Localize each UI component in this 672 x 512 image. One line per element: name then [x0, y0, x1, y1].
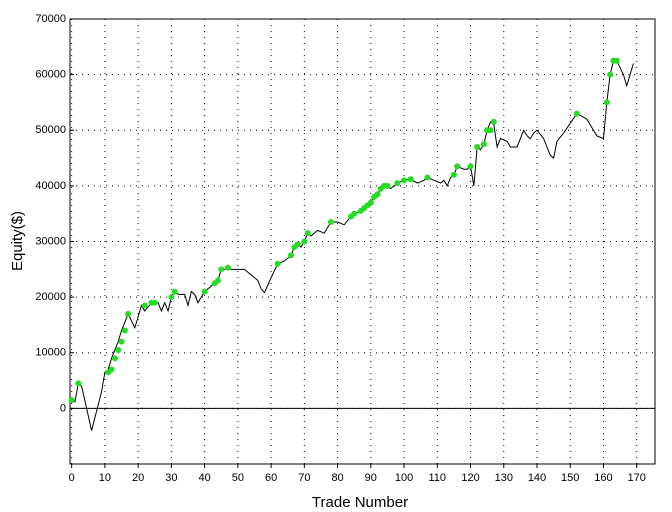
y-tick-label: 60000: [35, 69, 66, 81]
new-high-marker: [214, 277, 221, 284]
x-tick-label: 130: [495, 472, 513, 484]
x-tick-label: 100: [395, 472, 413, 484]
x-tick-label: 160: [594, 472, 612, 484]
new-high-marker: [115, 346, 122, 353]
y-axis-title: Equity($): [9, 211, 26, 271]
new-high-marker: [75, 380, 82, 387]
new-high-marker: [480, 141, 487, 148]
x-tick-label: 150: [561, 472, 579, 484]
new-high-marker: [125, 310, 132, 317]
new-high-marker: [401, 177, 408, 184]
new-high-marker: [407, 176, 414, 183]
new-high-marker: [327, 219, 334, 226]
new-high-marker: [224, 264, 231, 271]
x-tick-label: 10: [99, 472, 111, 484]
new-high-marker: [68, 397, 75, 404]
x-tick-label: 20: [132, 472, 144, 484]
new-high-marker: [301, 238, 308, 245]
new-high-marker: [613, 57, 620, 64]
y-tick-label: 70000: [35, 13, 66, 25]
new-high-marker: [603, 99, 610, 106]
new-high-marker: [450, 171, 457, 178]
y-tick-label: 10000: [35, 347, 66, 359]
x-tick-label: 0: [69, 472, 75, 484]
new-high-marker: [294, 241, 301, 248]
x-axis-title: Trade Number: [312, 494, 408, 511]
new-high-marker: [351, 210, 358, 217]
new-high-marker: [141, 302, 148, 309]
new-high-marker: [487, 127, 494, 134]
y-tick-label: 20000: [35, 291, 66, 303]
x-tick-label: 30: [165, 472, 177, 484]
x-tick-label: 70: [298, 472, 310, 484]
new-high-marker: [374, 191, 381, 198]
new-high-marker: [108, 366, 115, 373]
new-high-marker: [201, 288, 208, 295]
new-high-marker: [424, 174, 431, 181]
y-tick-label: 0: [60, 402, 66, 414]
new-high-marker: [474, 143, 481, 150]
new-high-marker: [367, 199, 374, 206]
x-tick-label: 110: [429, 472, 447, 484]
y-tick-label: 40000: [35, 180, 66, 192]
new-high-marker: [121, 327, 128, 334]
new-high-marker: [384, 182, 391, 189]
new-high-marker: [168, 294, 175, 301]
new-high-marker: [171, 288, 178, 295]
x-tick-label: 140: [528, 472, 546, 484]
new-high-marker: [288, 252, 295, 259]
x-tick-label: 120: [461, 472, 479, 484]
y-tick-label: 50000: [35, 124, 66, 136]
y-tick-label: 30000: [35, 235, 66, 247]
new-high-marker: [274, 260, 281, 267]
plot-frame: [69, 18, 656, 465]
new-high-marker: [111, 355, 118, 362]
new-high-marker: [118, 338, 125, 345]
x-tick-label: 90: [365, 472, 377, 484]
new-high-marker: [218, 266, 225, 273]
x-tick-label: 170: [628, 472, 646, 484]
x-tick-label: 80: [331, 472, 343, 484]
x-tick-label: 50: [232, 472, 244, 484]
new-high-marker: [607, 71, 614, 78]
new-high-marker: [467, 163, 474, 170]
new-high-marker: [573, 110, 580, 117]
new-high-marker: [151, 299, 158, 306]
new-high-marker: [394, 180, 401, 187]
new-high-marker: [454, 163, 461, 170]
x-tick-label: 60: [265, 472, 277, 484]
new-high-marker: [490, 118, 497, 125]
new-high-marker: [304, 230, 311, 237]
x-tick-label: 40: [198, 472, 210, 484]
